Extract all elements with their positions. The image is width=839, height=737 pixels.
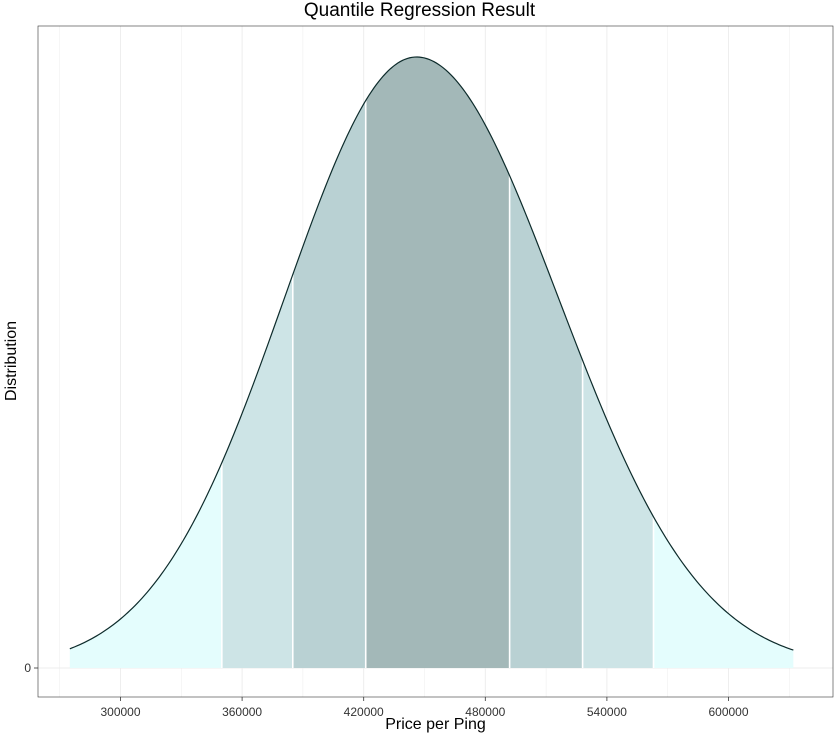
x-axis-ticks: 300000 360000 420000 480000 540000 600000 xyxy=(100,697,749,719)
quantile-band xyxy=(69,462,222,668)
y-axis-ticks: 0 xyxy=(24,661,38,675)
x-tick-label: 300000 xyxy=(100,705,140,719)
quantile-band xyxy=(509,175,583,668)
chart-title: Quantile Regression Result xyxy=(303,0,536,21)
quantile-bands xyxy=(69,57,794,668)
x-tick-label: 540000 xyxy=(587,705,627,719)
x-tick-label: 600000 xyxy=(708,705,748,719)
quantile-dividers xyxy=(221,100,655,668)
panel-border xyxy=(37,25,834,698)
quantile-band xyxy=(221,274,293,668)
x-tick-label: 420000 xyxy=(344,705,384,719)
density-curve xyxy=(69,56,794,651)
x-axis-label: Price per Ping xyxy=(385,716,486,733)
y-tick-label: 0 xyxy=(24,661,31,675)
quantile-band xyxy=(653,516,794,668)
x-tick-label: 480000 xyxy=(465,705,505,719)
x-tick-label: 360000 xyxy=(222,705,262,719)
quantile-band xyxy=(292,100,366,668)
quantile-band xyxy=(365,57,510,668)
quantile-band xyxy=(582,360,654,668)
